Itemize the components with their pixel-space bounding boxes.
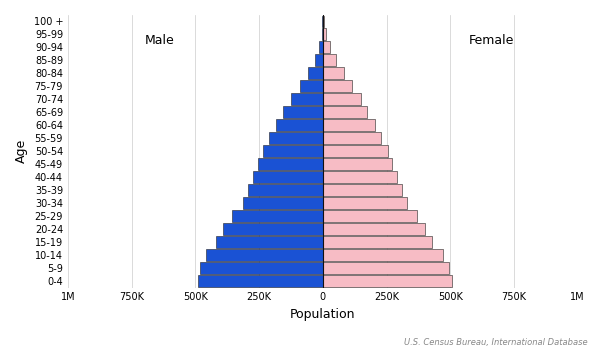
Bar [323, 184, 402, 196]
Bar [323, 80, 352, 92]
Bar [323, 210, 416, 222]
Bar [323, 236, 433, 248]
Bar [216, 236, 323, 248]
Bar [323, 68, 344, 79]
Bar [200, 262, 323, 274]
Bar [323, 132, 382, 144]
Text: Female: Female [469, 34, 514, 47]
Bar [263, 145, 323, 157]
Y-axis label: Age: Age [15, 139, 28, 163]
Bar [308, 68, 323, 79]
Bar [323, 171, 397, 183]
Bar [323, 93, 361, 105]
Bar [323, 55, 337, 66]
Bar [323, 275, 452, 287]
Bar [322, 28, 323, 41]
Bar [323, 262, 449, 274]
Text: U.S. Census Bureau, International Database: U.S. Census Bureau, International Databa… [404, 337, 588, 346]
Bar [269, 132, 323, 144]
Bar [198, 275, 323, 287]
Bar [314, 55, 323, 66]
Bar [323, 197, 407, 209]
Bar [323, 145, 388, 157]
Bar [253, 171, 323, 183]
Bar [323, 158, 392, 170]
X-axis label: Population: Population [290, 308, 356, 321]
Bar [323, 42, 330, 54]
Bar [323, 106, 367, 118]
Bar [323, 119, 375, 131]
Bar [300, 80, 323, 92]
Bar [319, 42, 323, 54]
Bar [291, 93, 323, 105]
Text: Male: Male [145, 34, 175, 47]
Bar [206, 249, 323, 261]
Bar [323, 28, 326, 41]
Bar [323, 249, 443, 261]
Bar [242, 197, 323, 209]
Bar [223, 223, 323, 235]
Bar [232, 210, 323, 222]
Bar [258, 158, 323, 170]
Bar [248, 184, 323, 196]
Bar [275, 119, 323, 131]
Bar [323, 223, 425, 235]
Bar [283, 106, 323, 118]
